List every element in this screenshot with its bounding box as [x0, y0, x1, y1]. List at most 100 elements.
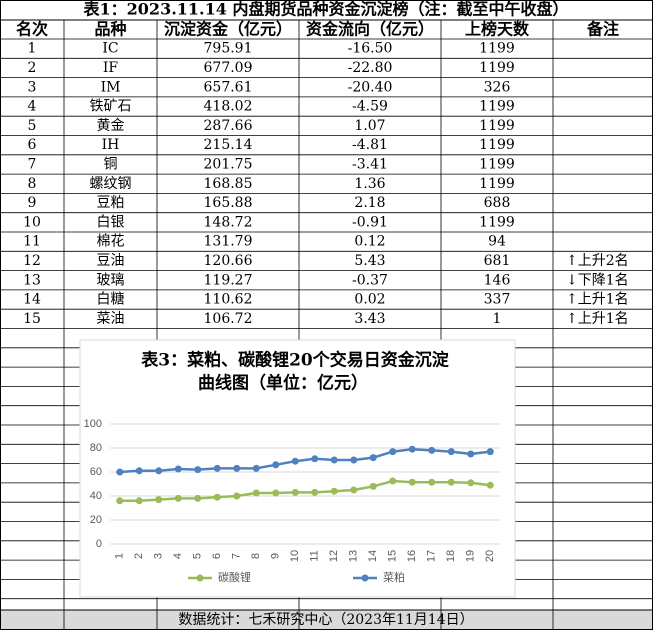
cell: 148.72	[204, 214, 253, 230]
point	[330, 487, 338, 495]
header-cell: 名次	[16, 20, 48, 39]
x-tick-label: 20	[484, 550, 496, 562]
point	[330, 456, 338, 464]
cell: ↑上升1名	[566, 311, 629, 327]
cell: -0.91	[352, 214, 388, 230]
point	[408, 445, 416, 453]
header-cell: 资金流向（亿元）	[306, 20, 434, 39]
point	[467, 450, 475, 458]
cell: IM	[101, 79, 121, 95]
cell: 铜	[104, 156, 118, 172]
point	[272, 489, 280, 497]
cell: 2	[28, 60, 37, 76]
point	[389, 448, 397, 456]
y-tick-label: 0	[96, 538, 102, 550]
y-tick-label: 20	[90, 514, 102, 526]
cell: 337	[484, 292, 511, 308]
x-tick-label: 4	[172, 553, 184, 559]
point	[233, 464, 241, 472]
point	[428, 478, 436, 486]
x-tick-label: 7	[231, 553, 243, 559]
cell: 688	[484, 195, 511, 211]
cell: 326	[484, 79, 511, 95]
chart-box	[79, 339, 516, 598]
cell: 1	[493, 311, 502, 327]
x-tick-label: 10	[289, 550, 301, 562]
cell: 棉花	[97, 233, 125, 250]
header-cell: 备注	[586, 20, 619, 39]
cell: 795.91	[204, 41, 253, 57]
y-tick-label: 100	[84, 418, 102, 430]
y-tick-label: 80	[90, 442, 102, 454]
cell: 418.02	[204, 99, 253, 115]
cell: 15	[23, 311, 41, 327]
cell: 1199	[479, 156, 515, 172]
point	[486, 481, 494, 489]
cell: -4.59	[352, 99, 388, 115]
cell: 677.09	[204, 60, 253, 76]
point	[350, 486, 358, 494]
cell: 10	[23, 214, 41, 230]
table-title: 表1：2023.11.14 内盘期货品种资金沉淀榜（注：截至中午收盘）	[83, 0, 569, 19]
point	[408, 478, 416, 486]
cell: 螺纹钢	[90, 176, 132, 192]
legend-label: 菜粕	[383, 570, 405, 584]
point	[135, 467, 143, 475]
point	[467, 479, 475, 487]
x-tick-label: 11	[309, 550, 321, 561]
cell: 106.72	[204, 311, 253, 327]
point	[194, 494, 202, 502]
point	[350, 456, 358, 464]
x-tick-label: 17	[426, 550, 438, 562]
cell: 146	[484, 272, 511, 288]
cell: -0.37	[352, 272, 388, 288]
cell: 1.07	[354, 118, 385, 134]
x-tick-label: 3	[153, 553, 165, 559]
cell: 657.61	[204, 79, 253, 95]
point	[369, 454, 377, 462]
footer-bg	[0, 610, 653, 630]
point	[116, 497, 124, 505]
cell: 3.43	[354, 311, 385, 327]
point	[311, 488, 319, 496]
x-tick-label: 6	[211, 553, 223, 559]
cell: 0.12	[354, 234, 385, 250]
cell: 94	[488, 234, 506, 250]
x-tick-label: 9	[270, 553, 282, 559]
point	[389, 477, 397, 485]
cell: 131.79	[204, 234, 253, 250]
point	[447, 478, 455, 486]
header-cell: 品种	[94, 20, 126, 39]
chart-title: 曲线图（单位：亿元）	[198, 373, 368, 394]
x-tick-label: 19	[465, 550, 477, 562]
point	[486, 448, 494, 456]
legend-label: 碳酸锂	[218, 570, 251, 584]
cell: 1199	[479, 99, 515, 115]
cell: 11	[23, 234, 41, 250]
cell: 1199	[479, 41, 515, 57]
cell: 7	[28, 156, 37, 172]
y-tick-label: 40	[90, 490, 102, 502]
point	[174, 465, 182, 473]
cell: 1199	[479, 137, 515, 153]
cell: 5	[28, 118, 37, 134]
cell: IH	[102, 137, 120, 153]
point	[155, 467, 163, 475]
point	[116, 468, 124, 476]
cell: ↑上升1名	[566, 292, 629, 308]
cell: 1199	[479, 176, 515, 192]
point	[369, 482, 377, 490]
cell: ↓下降1名	[566, 272, 629, 288]
cell: 1199	[479, 118, 515, 134]
cell: 4	[28, 99, 37, 115]
x-tick-label: 1	[114, 553, 126, 559]
point	[252, 489, 260, 497]
point	[135, 497, 143, 505]
point	[233, 492, 241, 500]
y-tick-label: 60	[90, 466, 102, 478]
cell: 119.27	[204, 272, 253, 288]
cell: 玻璃	[97, 271, 125, 288]
header-cell: 沉淀资金（亿元）	[164, 20, 292, 39]
x-tick-label: 15	[387, 550, 399, 562]
